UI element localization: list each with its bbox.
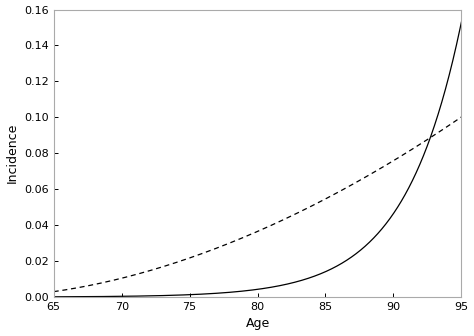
Y-axis label: Incidence: Incidence xyxy=(6,123,18,183)
X-axis label: Age: Age xyxy=(246,318,270,330)
